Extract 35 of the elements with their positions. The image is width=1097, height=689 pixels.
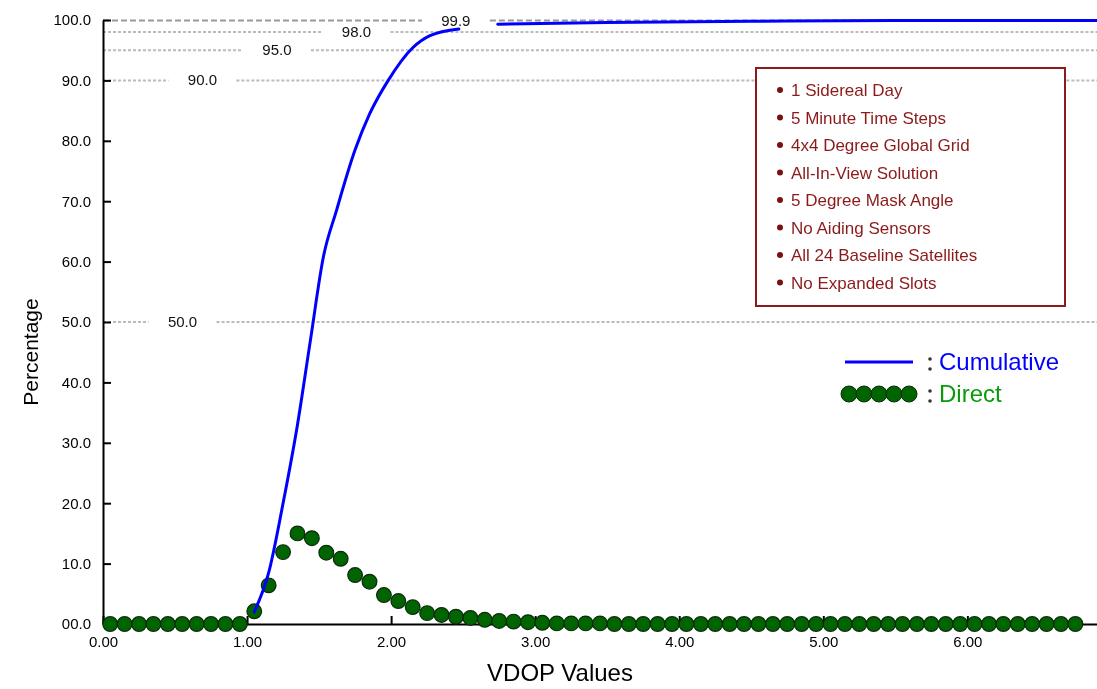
x-tick-label: 0.00 <box>88 632 119 650</box>
y-tick-label: 90.0 <box>61 71 91 89</box>
y-tick-label: 80.0 <box>61 132 91 150</box>
ref-line-label: 90.0 <box>187 71 217 89</box>
annotation: All-In-View Solution <box>791 163 939 183</box>
x-axis-title: VDOP Values <box>487 659 633 686</box>
annotation: 1 Sidereal Day <box>791 81 903 100</box>
x-tick-label: 4.00 <box>665 632 695 650</box>
annotation: No Aiding Sensors <box>791 218 931 238</box>
y-tick-label: 50.0 <box>61 313 91 331</box>
annotation: 4x4 Degree Global Grid <box>791 136 970 155</box>
y-tick-label: 40.0 <box>61 373 91 391</box>
annotation: 5 Minute Time Steps <box>791 108 946 128</box>
annotation: No Expanded Slots <box>791 273 937 293</box>
ref-line-label: 95.0 <box>262 41 292 59</box>
legend-label: Direct <box>939 380 1002 407</box>
x-tick-label: 1.00 <box>232 632 263 650</box>
x-tick-label: 2.00 <box>377 632 407 650</box>
y-tick-label: 70.0 <box>61 192 91 210</box>
y-tick-label: 00.0 <box>61 615 91 633</box>
y-axis-title: Percentage <box>19 298 42 406</box>
annotation: All 24 Baseline Satellites <box>791 246 978 265</box>
x-tick-label: 6.00 <box>953 632 983 650</box>
x-tick-label: 5.00 <box>809 632 839 650</box>
y-tick-label: 60.0 <box>61 252 91 270</box>
y-tick-label: 30.0 <box>61 434 91 452</box>
y-tick-label: 20.0 <box>61 494 91 512</box>
ref-line-label: 99.9 <box>441 11 471 29</box>
ref-line-label: 50.0 <box>167 313 198 330</box>
legend-label: Cumulative <box>939 348 1060 375</box>
annotation: 5 Degree Mask Angle <box>791 191 954 210</box>
y-tick-label: 100.0 <box>53 11 91 29</box>
ref-line-label: 98.0 <box>341 23 372 41</box>
x-tick-label: 3.00 <box>521 632 551 650</box>
y-tick-label: 10.0 <box>61 554 91 572</box>
